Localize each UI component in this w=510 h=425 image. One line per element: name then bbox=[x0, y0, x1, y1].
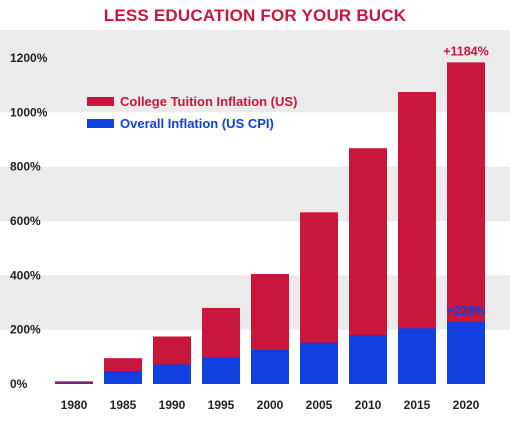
bar-cpi-2005 bbox=[300, 342, 338, 384]
y-axis: 0% 200% 400% 600% 800% 1000% 1200% bbox=[10, 51, 48, 391]
legend: College Tuition Inflation (US) Overall In… bbox=[87, 94, 297, 131]
bar-cpi-1990 bbox=[153, 364, 191, 384]
data-label: +228% bbox=[446, 304, 485, 318]
bars bbox=[55, 62, 485, 384]
x-tick-label: 1980 bbox=[61, 398, 88, 412]
legend-label: College Tuition Inflation (US) bbox=[120, 94, 297, 109]
x-tick-label: 2010 bbox=[355, 398, 382, 412]
bar-cpi-1985 bbox=[104, 370, 142, 384]
y-tick-label: 200% bbox=[10, 323, 41, 337]
legend-swatch bbox=[87, 97, 114, 106]
bar-cpi-2000 bbox=[251, 350, 289, 384]
bar-cpi-2020 bbox=[447, 322, 485, 384]
bar-cpi-2015 bbox=[398, 328, 436, 384]
x-tick-label: 2020 bbox=[453, 398, 480, 412]
grid-band bbox=[0, 30, 510, 58]
grid-band bbox=[0, 384, 510, 409]
x-tick-label: 2000 bbox=[257, 398, 284, 412]
bar-cpi-2010 bbox=[349, 335, 387, 384]
x-tick-label: 1985 bbox=[110, 398, 137, 412]
legend-swatch bbox=[87, 119, 114, 128]
y-tick-label: 1000% bbox=[10, 105, 48, 119]
bar-cpi-1980 bbox=[55, 382, 93, 384]
x-tick-label: 2005 bbox=[306, 398, 333, 412]
legend-label: Overall Inflation (US CPI) bbox=[120, 116, 274, 131]
chart-title: LESS EDUCATION FOR YOUR BUCK bbox=[103, 6, 407, 25]
y-tick-label: 0% bbox=[10, 377, 28, 391]
y-tick-label: 400% bbox=[10, 268, 41, 282]
x-tick-label: 1995 bbox=[208, 398, 235, 412]
y-tick-label: 800% bbox=[10, 160, 41, 174]
data-label: +1184% bbox=[443, 44, 489, 58]
y-tick-label: 600% bbox=[10, 214, 41, 228]
x-tick-label: 2015 bbox=[404, 398, 431, 412]
y-tick-label: 1200% bbox=[10, 51, 48, 65]
x-tick-label: 1990 bbox=[159, 398, 186, 412]
bar-cpi-1995 bbox=[202, 357, 240, 384]
